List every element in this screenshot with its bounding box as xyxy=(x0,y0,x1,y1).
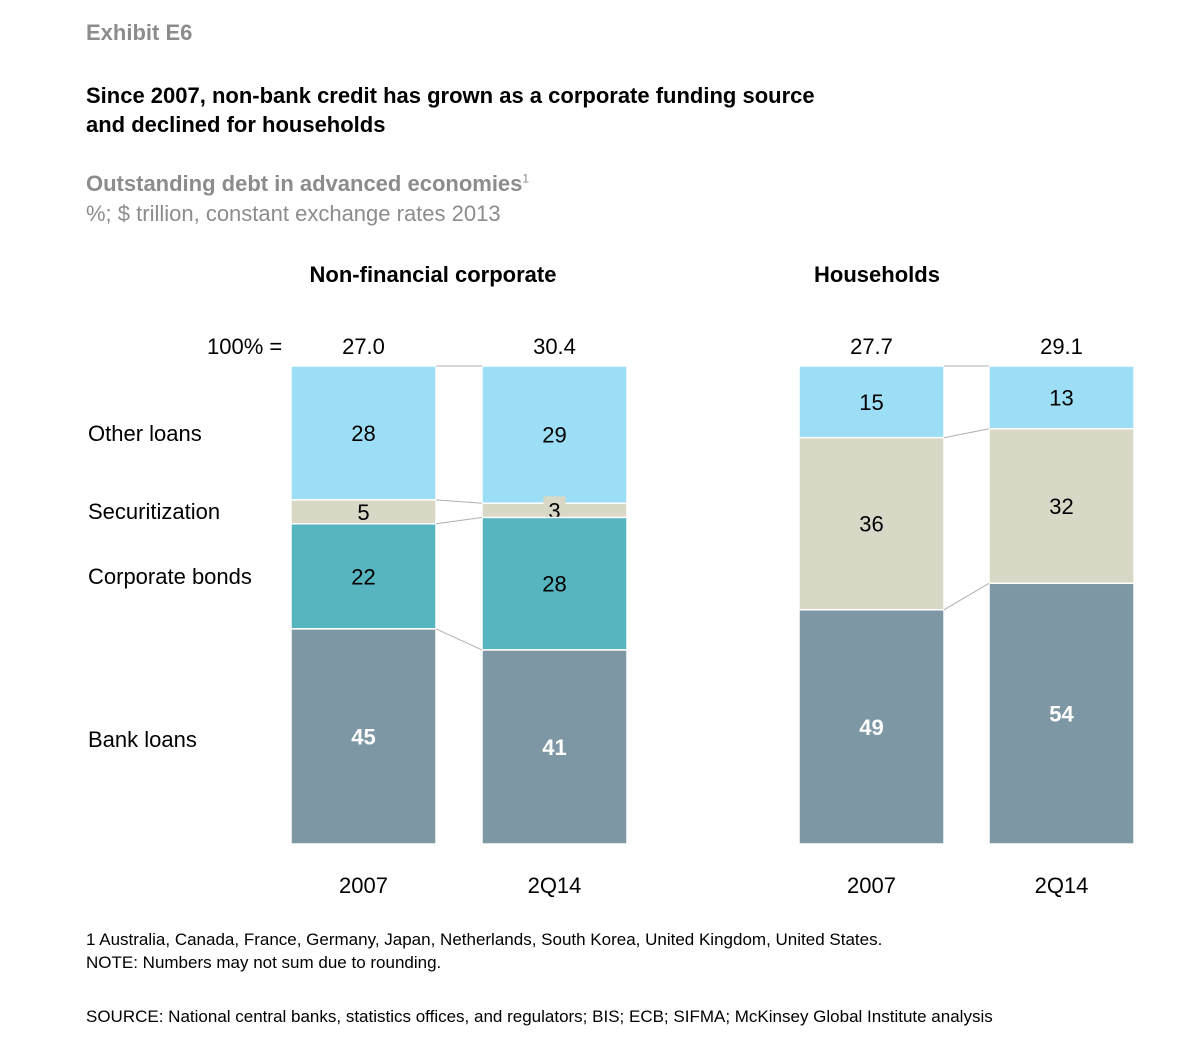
category-label: 2007 xyxy=(339,873,388,898)
legend-label-corporate-bonds: Corporate bonds xyxy=(88,564,252,589)
bar-segment xyxy=(988,365,1135,430)
data-label: 49 xyxy=(859,715,883,740)
category-label: 2Q14 xyxy=(1035,873,1089,898)
bar-segment xyxy=(290,365,437,501)
category-label: 2007 xyxy=(847,873,896,898)
total-label: 30.4 xyxy=(533,334,576,359)
note: NOTE: Numbers may not sum due to roundin… xyxy=(86,953,442,972)
units-label: %; $ trillion, constant exchange rates 2… xyxy=(86,201,501,226)
data-label: 15 xyxy=(859,390,883,415)
subtitle-text: Outstanding debt in advanced economies xyxy=(86,171,523,196)
chart-title: Since 2007, non-bank credit has grown as… xyxy=(86,81,986,139)
data-label: 5 xyxy=(357,500,369,525)
total-label-prefix: 100% = xyxy=(207,334,282,359)
source: SOURCE: National central banks, statisti… xyxy=(86,1007,993,1026)
connector-line xyxy=(435,516,483,525)
footnote: 1 Australia, Canada, France, Germany, Ja… xyxy=(86,930,883,949)
total-label: 27.7 xyxy=(850,334,893,359)
title-line-1: Since 2007, non-bank credit has grown as… xyxy=(86,83,815,108)
exhibit-label: Exhibit E6 xyxy=(86,20,193,45)
data-label: 54 xyxy=(1049,702,1074,727)
category-label: 2Q14 xyxy=(528,873,582,898)
bar-segment xyxy=(798,609,945,845)
legend-label-other-loans: Other loans xyxy=(88,421,202,446)
data-label: 29 xyxy=(542,423,566,448)
bar-segment xyxy=(290,628,437,845)
bar-segment xyxy=(798,365,945,439)
connector-line xyxy=(943,582,990,611)
panel-title: Non-financial corporate xyxy=(310,262,557,287)
chart-subtitle: Outstanding debt in advanced economies1 xyxy=(86,171,529,197)
legend-label-securitization: Securitization xyxy=(88,499,220,524)
data-label: 41 xyxy=(542,735,566,760)
footnote-marker: 1 xyxy=(522,171,530,186)
bar-segment xyxy=(481,649,628,845)
data-label: 36 xyxy=(859,512,883,537)
connector-line xyxy=(435,499,483,504)
data-label: 22 xyxy=(351,564,375,589)
bar-segment xyxy=(481,365,628,504)
bar-segment xyxy=(481,516,628,651)
data-label: 28 xyxy=(351,421,375,446)
title-line-2: and declined for households xyxy=(86,112,386,137)
legend-label-bank-loans: Bank loans xyxy=(88,727,197,752)
data-label: 45 xyxy=(351,724,375,749)
bar-segment xyxy=(290,522,437,630)
bar-segment xyxy=(988,582,1135,845)
bar-segment xyxy=(988,428,1135,585)
connector-line xyxy=(943,428,990,439)
data-label: 28 xyxy=(542,572,566,597)
total-label: 27.0 xyxy=(342,334,385,359)
data-label: 32 xyxy=(1049,494,1073,519)
total-label: 29.1 xyxy=(1040,334,1083,359)
data-label: 13 xyxy=(1049,385,1073,410)
panel-title: Households xyxy=(814,262,940,287)
connector-line xyxy=(435,628,483,651)
